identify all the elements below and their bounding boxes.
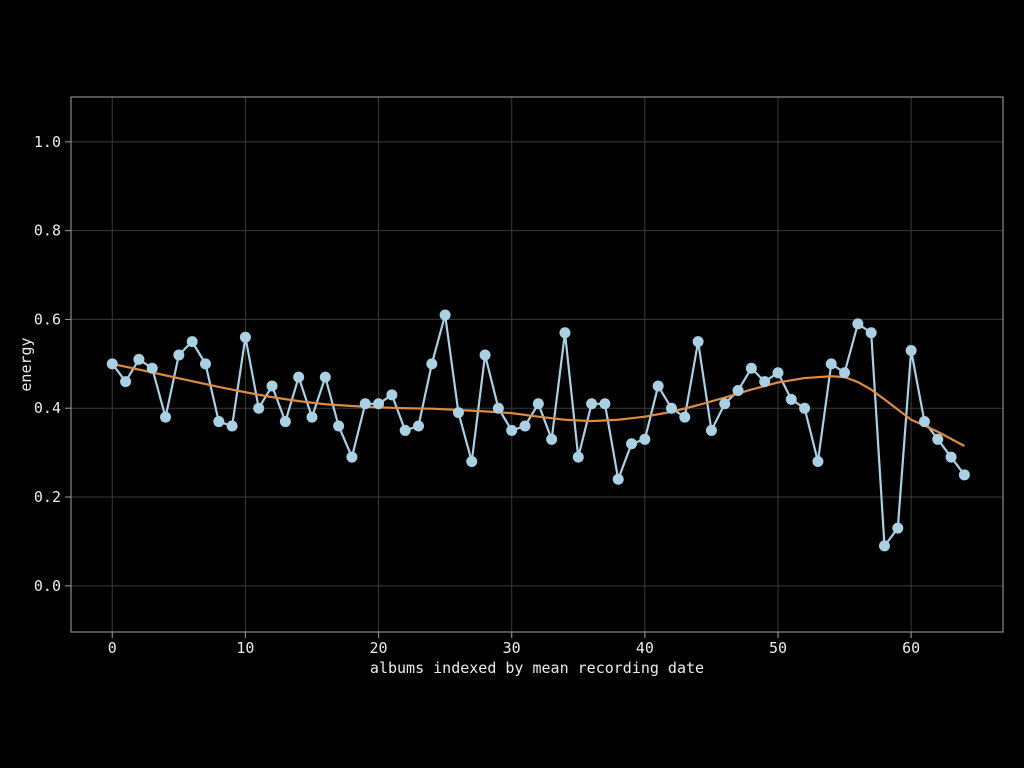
data-point-marker [772, 367, 784, 379]
data-point-marker [692, 336, 704, 348]
data-point-marker [839, 367, 851, 379]
y-tick-label: 0.0 [34, 577, 61, 595]
data-point-marker [652, 380, 664, 392]
data-point-marker [879, 540, 891, 552]
x-tick-label: 40 [636, 639, 654, 657]
data-point-marker [386, 389, 398, 401]
data-point-marker [918, 416, 930, 428]
x-tick-label: 50 [769, 639, 787, 657]
x-tick-label: 60 [902, 639, 920, 657]
data-point-marker [133, 353, 145, 365]
data-point-marker [945, 451, 957, 463]
data-point-marker [293, 371, 305, 383]
data-point-marker [665, 402, 677, 414]
data-point-marker [519, 420, 531, 432]
data-point-marker [812, 456, 824, 468]
data-point-marker [572, 451, 584, 463]
data-point-marker [865, 327, 877, 339]
data-point-marker [399, 424, 411, 436]
data-point-marker [106, 358, 118, 370]
data-point-marker [186, 336, 198, 348]
data-point-marker [439, 309, 451, 321]
data-point-marker [785, 393, 797, 405]
data-point-marker [759, 376, 771, 388]
data-point-marker [506, 424, 518, 436]
data-point-marker [120, 376, 132, 388]
data-point-marker [626, 438, 638, 450]
axis-tick-marks [65, 141, 912, 638]
data-point-marker [466, 456, 478, 468]
x-tick-label: 0 [108, 639, 117, 657]
data-point-marker [373, 398, 385, 410]
y-tick-label: 1.0 [34, 133, 61, 151]
data-point-marker [253, 402, 265, 414]
data-point-marker [199, 358, 211, 370]
data-point-marker [146, 362, 158, 374]
data-point-marker [546, 433, 558, 445]
data-point-marker [492, 402, 504, 414]
data-point-marker [825, 358, 837, 370]
data-point-marker [333, 420, 345, 432]
x-tick-label: 10 [236, 639, 254, 657]
y-axis-label: energy [17, 337, 35, 391]
data-point-marker [226, 420, 238, 432]
data-point-marker [905, 345, 917, 357]
data-point-marker [479, 349, 491, 361]
data-point-marker [279, 416, 291, 428]
data-point-marker [732, 384, 744, 396]
plot-border [70, 96, 1004, 633]
data-point-marker [679, 411, 691, 423]
data-point-marker [958, 469, 970, 481]
data-series [106, 309, 970, 552]
data-point-marker [306, 411, 318, 423]
data-point-marker [745, 362, 757, 374]
data-point-marker [346, 451, 358, 463]
grid-lines [71, 97, 1003, 632]
trend-line [112, 362, 965, 447]
data-point-marker [852, 318, 864, 330]
data-point-marker [266, 380, 278, 392]
data-point-marker [239, 331, 251, 343]
data-point-marker [319, 371, 331, 383]
y-tick-label: 0.4 [34, 399, 61, 417]
x-tick-label: 20 [370, 639, 388, 657]
data-point-marker [599, 398, 611, 410]
y-tick-label: 0.2 [34, 488, 61, 506]
y-tick-label: 0.8 [34, 222, 61, 240]
data-point-marker [173, 349, 185, 361]
data-point-marker [639, 433, 651, 445]
data-point-marker [892, 522, 904, 534]
data-point-marker [559, 327, 571, 339]
data-point-marker [705, 424, 717, 436]
x-tick-label: 30 [503, 639, 521, 657]
data-point-marker [719, 398, 731, 410]
data-point-marker [532, 398, 544, 410]
data-point-marker [426, 358, 438, 370]
data-point-marker [799, 402, 811, 414]
data-point-marker [160, 411, 172, 423]
data-point-marker [612, 473, 624, 485]
data-point-marker [359, 398, 371, 410]
data-point-marker [932, 433, 944, 445]
y-tick-label: 0.6 [34, 310, 61, 328]
data-point-marker [452, 407, 464, 419]
x-tick-labels: 0 10 20 30 40 50 60 [108, 639, 920, 657]
data-point-marker [413, 420, 425, 432]
data-point-marker [586, 398, 598, 410]
x-axis-label: albums indexed by mean recording date [370, 659, 704, 677]
data-point-marker [213, 416, 225, 428]
y-tick-labels: 0.0 0.2 0.4 0.6 0.8 1.0 [34, 133, 61, 595]
energy-series-line [111, 313, 966, 547]
